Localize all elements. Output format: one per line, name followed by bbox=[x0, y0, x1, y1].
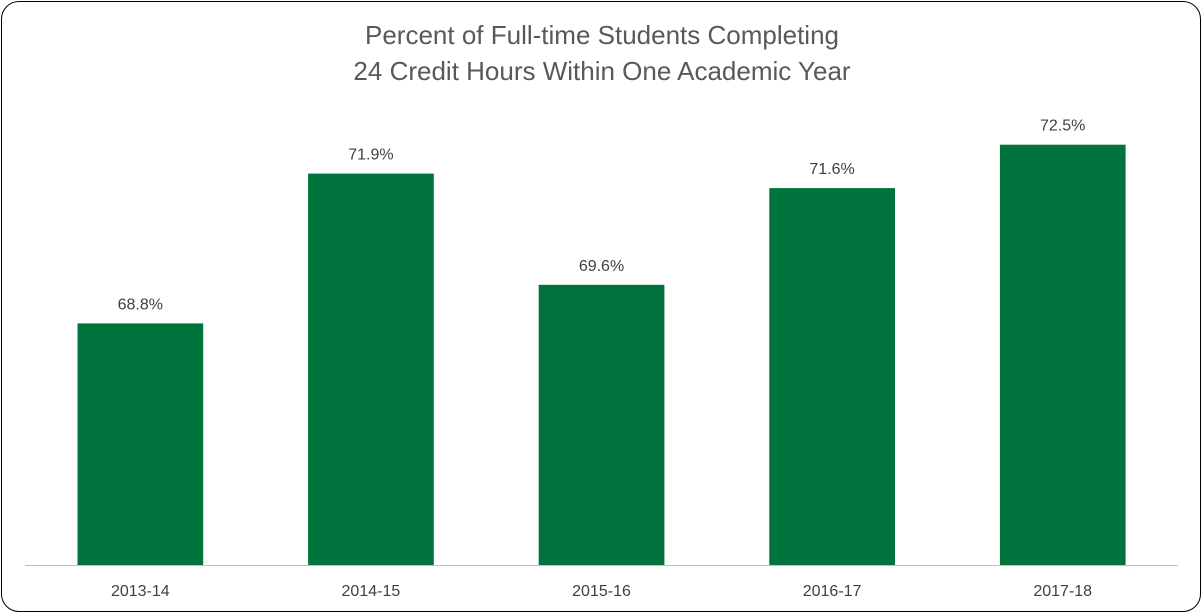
x-tick-label-2014-15: 2014-15 bbox=[342, 583, 401, 600]
x-tick-label-2017-18: 2017-18 bbox=[1033, 583, 1092, 600]
data-label-2013-14: 68.8% bbox=[118, 296, 163, 313]
x-tick-label-2016-17: 2016-17 bbox=[803, 583, 862, 600]
bar-2016-17 bbox=[769, 188, 895, 565]
labels-group: 68.8% 2013-14 71.9% 2014-15 69.6% 2015-16 71.6… bbox=[111, 118, 1092, 600]
data-label-2016-17: 71.6% bbox=[809, 161, 854, 178]
chart-title-line-1: Percent of Full-time Students Completing bbox=[365, 20, 839, 50]
x-tick-label-2015-16: 2015-16 bbox=[572, 583, 631, 600]
x-tick-label-2013-14: 2013-14 bbox=[111, 583, 170, 600]
data-label-2014-15: 71.9% bbox=[348, 147, 393, 164]
bar-2015-16 bbox=[538, 284, 665, 565]
bars-group bbox=[77, 144, 1126, 565]
data-label-2015-16: 69.6% bbox=[579, 258, 624, 275]
data-label-2017-18: 72.5% bbox=[1040, 118, 1085, 135]
chart-title-line-2: 24 Credit Hours Within One Academic Year bbox=[353, 56, 851, 86]
bar-2017-18 bbox=[999, 144, 1126, 565]
bar-2014-15 bbox=[308, 173, 434, 565]
bar-2013-14 bbox=[77, 323, 204, 565]
